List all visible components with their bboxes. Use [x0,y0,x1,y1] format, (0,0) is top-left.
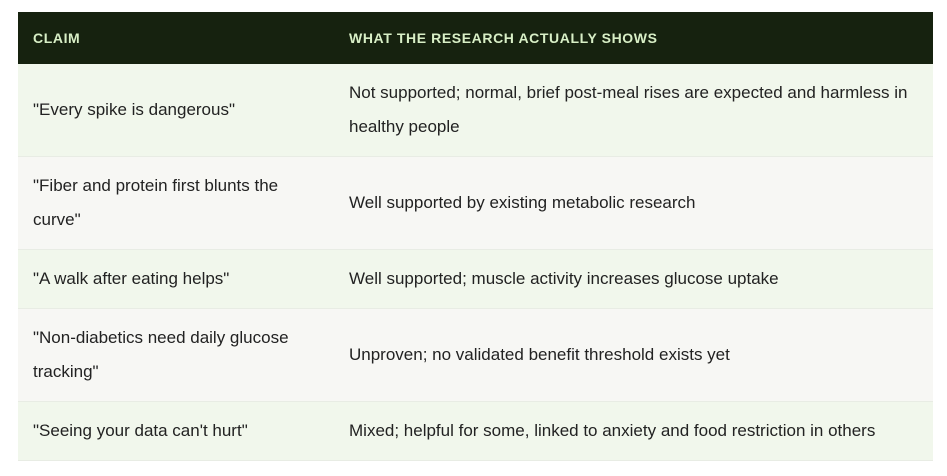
table-header: CLAIM WHAT THE RESEARCH ACTUALLY SHOWS [18,12,933,64]
table-row: "Seeing your data can't hurt" Mixed; help… [18,401,933,461]
table-row: "Fiber and protein first blunts the curv… [18,156,933,250]
finding-cell: Well supported by existing metabolic res… [333,156,933,250]
table-body: "Every spike is dangerous" Not supported;… [18,64,933,461]
claim-cell: "Seeing your data can't hurt" [18,401,333,461]
table-row: "Every spike is dangerous" Not supported;… [18,64,933,157]
finding-cell: Well supported; muscle activity increase… [333,249,933,309]
table-row: "Non-diabetics need daily glucose tracki… [18,308,933,402]
header-cell: WHAT THE RESEARCH ACTUALLY SHOWS [333,12,933,64]
finding-cell: Not supported; normal, brief post-meal r… [333,64,933,157]
claim-cell: "Every spike is dangerous" [18,64,333,157]
claim-cell: "A walk after eating helps" [18,249,333,309]
claim-cell: "Fiber and protein first blunts the curv… [18,156,333,250]
header-row: CLAIM WHAT THE RESEARCH ACTUALLY SHOWS [18,12,933,64]
claim-cell: "Non-diabetics need daily glucose tracki… [18,308,333,402]
finding-cell: Unproven; no validated benefit threshold… [333,308,933,402]
header-cell: CLAIM [18,12,333,64]
table-row: "A walk after eating helps" Well supporte… [18,249,933,309]
claims-table: CLAIM WHAT THE RESEARCH ACTUALLY SHOWS "… [18,12,933,461]
finding-cell: Mixed; helpful for some, linked to anxie… [333,401,933,461]
